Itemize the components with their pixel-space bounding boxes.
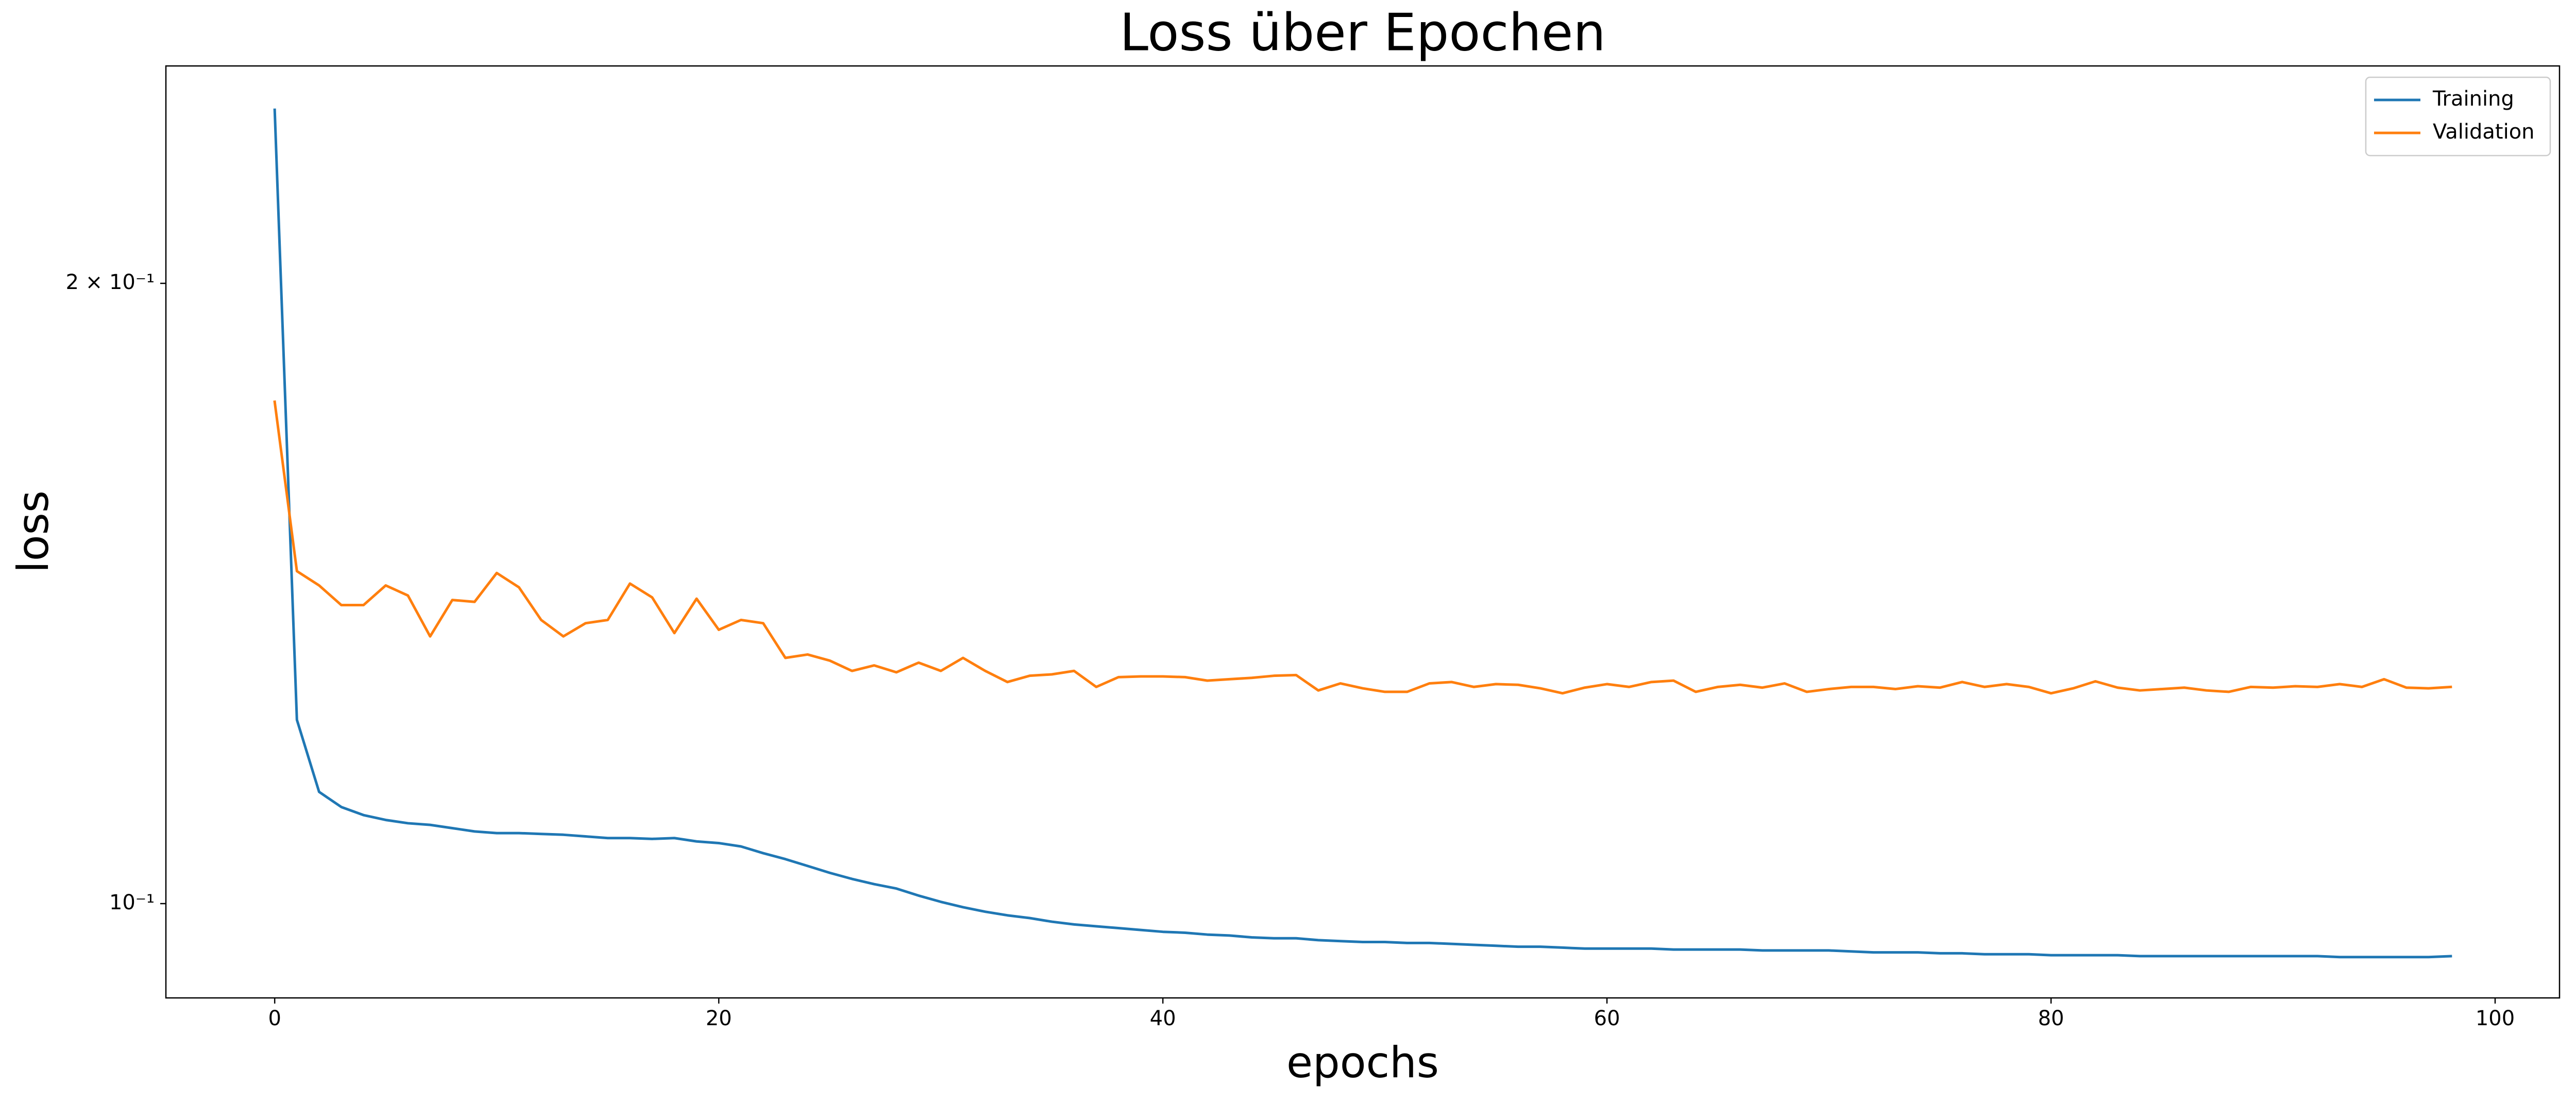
x-axis-label: epochs bbox=[1286, 1038, 1439, 1088]
legend-label: Validation bbox=[2433, 120, 2535, 144]
x-tick-label: 100 bbox=[2476, 1007, 2515, 1030]
x-tick-label: 80 bbox=[2038, 1007, 2064, 1030]
plot-frame bbox=[165, 65, 2561, 999]
y-axis-label: loss bbox=[8, 490, 58, 573]
line-series bbox=[273, 108, 2452, 959]
x-tick-label: 20 bbox=[706, 1007, 732, 1030]
x-tick-label: 0 bbox=[268, 1007, 281, 1030]
y-tick-label: 10⁻¹ bbox=[109, 891, 155, 914]
legend-box bbox=[2365, 76, 2551, 157]
x-tick-label: 60 bbox=[1594, 1007, 1620, 1030]
chart-title: Loss über Epochen bbox=[1120, 2, 1606, 62]
x-tick-label: 40 bbox=[1150, 1007, 1176, 1030]
line-series bbox=[273, 400, 2452, 695]
legend-label: Training bbox=[2432, 87, 2514, 111]
y-tick-label: 2 × 10⁻¹ bbox=[66, 270, 155, 294]
